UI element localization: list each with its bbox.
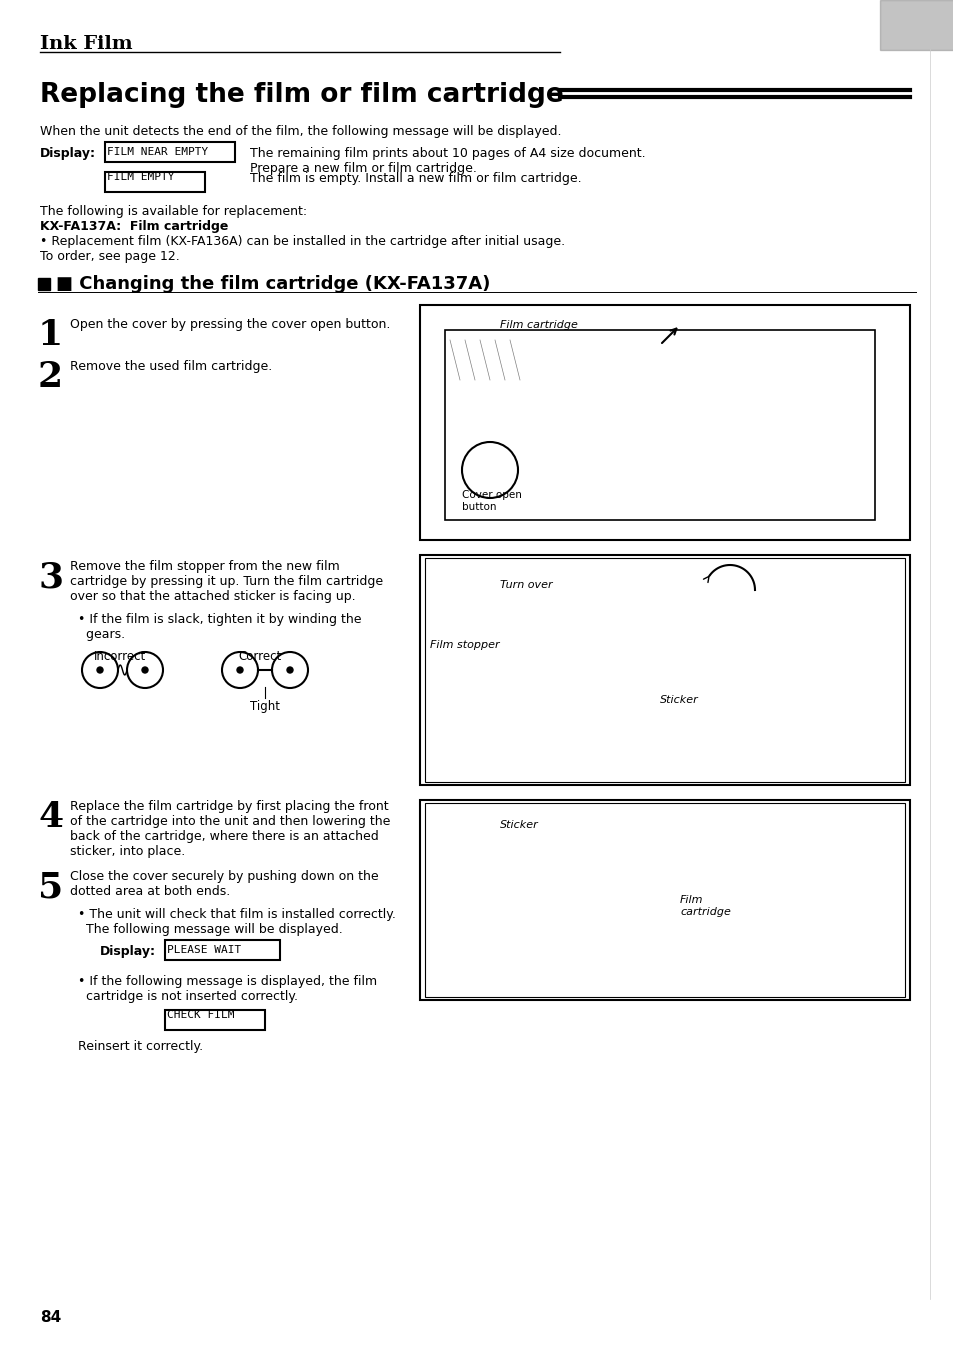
Text: Sticker: Sticker [499,820,538,830]
Bar [419,554,909,785]
Bar [165,1010,265,1031]
Circle shape [287,666,293,673]
Bar [165,940,280,960]
Text: ■ Changing the film cartridge (KX-FA137A): ■ Changing the film cartridge (KX-FA137A… [56,275,490,293]
Text: When the unit detects the end of the film, the following message will be display: When the unit detects the end of the fil… [40,125,561,138]
Text: 4: 4 [38,800,63,834]
Bar [424,803,904,997]
Text: 5: 5 [38,870,63,904]
Text: Turn over: Turn over [499,580,552,590]
Text: Remove the used film cartridge.: Remove the used film cartridge. [70,360,272,374]
Circle shape [142,666,148,673]
Text: The remaining film prints about 10 pages of A4 size document.
Prepare a new film: The remaining film prints about 10 pages… [250,147,645,175]
Bar [419,800,909,1000]
Text: Film
cartridge: Film cartridge [679,894,730,916]
Text: Cover open
button: Cover open button [461,490,521,511]
Text: Display:: Display: [40,147,96,161]
Text: Sticker: Sticker [659,695,698,706]
Text: Correct: Correct [238,650,281,662]
Text: Ink Film: Ink Film [40,35,132,53]
Text: The film is empty. Install a new film or film cartridge.: The film is empty. Install a new film or… [250,173,581,185]
Text: PLEASE WAIT: PLEASE WAIT [167,946,241,955]
Bar [105,173,205,192]
Bar [424,558,904,782]
Text: Remove the film stopper from the new film
cartridge by pressing it up. Turn the : Remove the film stopper from the new fil… [70,560,383,603]
Bar [879,0,953,50]
Text: 1: 1 [38,318,63,352]
Circle shape [97,666,103,673]
Text: The following is available for replacement:: The following is available for replaceme… [40,205,307,219]
Text: 3: 3 [38,560,63,594]
Text: • If the following message is displayed, the film
  cartridge is not inserted co: • If the following message is displayed,… [78,975,376,1004]
Text: KX-FA137A:  Film cartridge: KX-FA137A: Film cartridge [40,220,228,233]
Bar [105,142,234,162]
Text: CHECK FILM: CHECK FILM [167,1010,234,1020]
Text: Replacing the film or film cartridge: Replacing the film or film cartridge [40,82,563,108]
Text: Incorrect: Incorrect [93,650,146,662]
Bar [419,305,909,540]
Text: • The unit will check that film is installed correctly.
  The following message : • The unit will check that film is insta… [78,908,395,936]
Text: Close the cover securely by pushing down on the
dotted area at both ends.: Close the cover securely by pushing down… [70,870,378,898]
Text: • Replacement film (KX-FA136A) can be installed in the cartridge after initial u: • Replacement film (KX-FA136A) can be in… [40,235,564,248]
Text: To order, see page 12.: To order, see page 12. [40,250,179,263]
Text: FILM EMPTY: FILM EMPTY [107,173,174,182]
Text: Tight: Tight [250,700,280,714]
Bar [444,331,874,519]
Text: Reinsert it correctly.: Reinsert it correctly. [78,1040,203,1054]
Circle shape [236,666,243,673]
Text: Replace the film cartridge by first placing the front
of the cartridge into the : Replace the film cartridge by first plac… [70,800,390,858]
Bar [38,278,50,290]
Text: Film cartridge: Film cartridge [499,320,578,331]
Text: Display:: Display: [100,946,156,958]
Text: Open the cover by pressing the cover open button.: Open the cover by pressing the cover ope… [70,318,390,331]
Text: Film stopper: Film stopper [430,639,499,650]
Text: • If the film is slack, tighten it by winding the
  gears.: • If the film is slack, tighten it by wi… [78,612,361,641]
Text: 84: 84 [40,1310,61,1325]
Text: 2: 2 [38,360,63,394]
Text: FILM NEAR EMPTY: FILM NEAR EMPTY [107,147,208,156]
